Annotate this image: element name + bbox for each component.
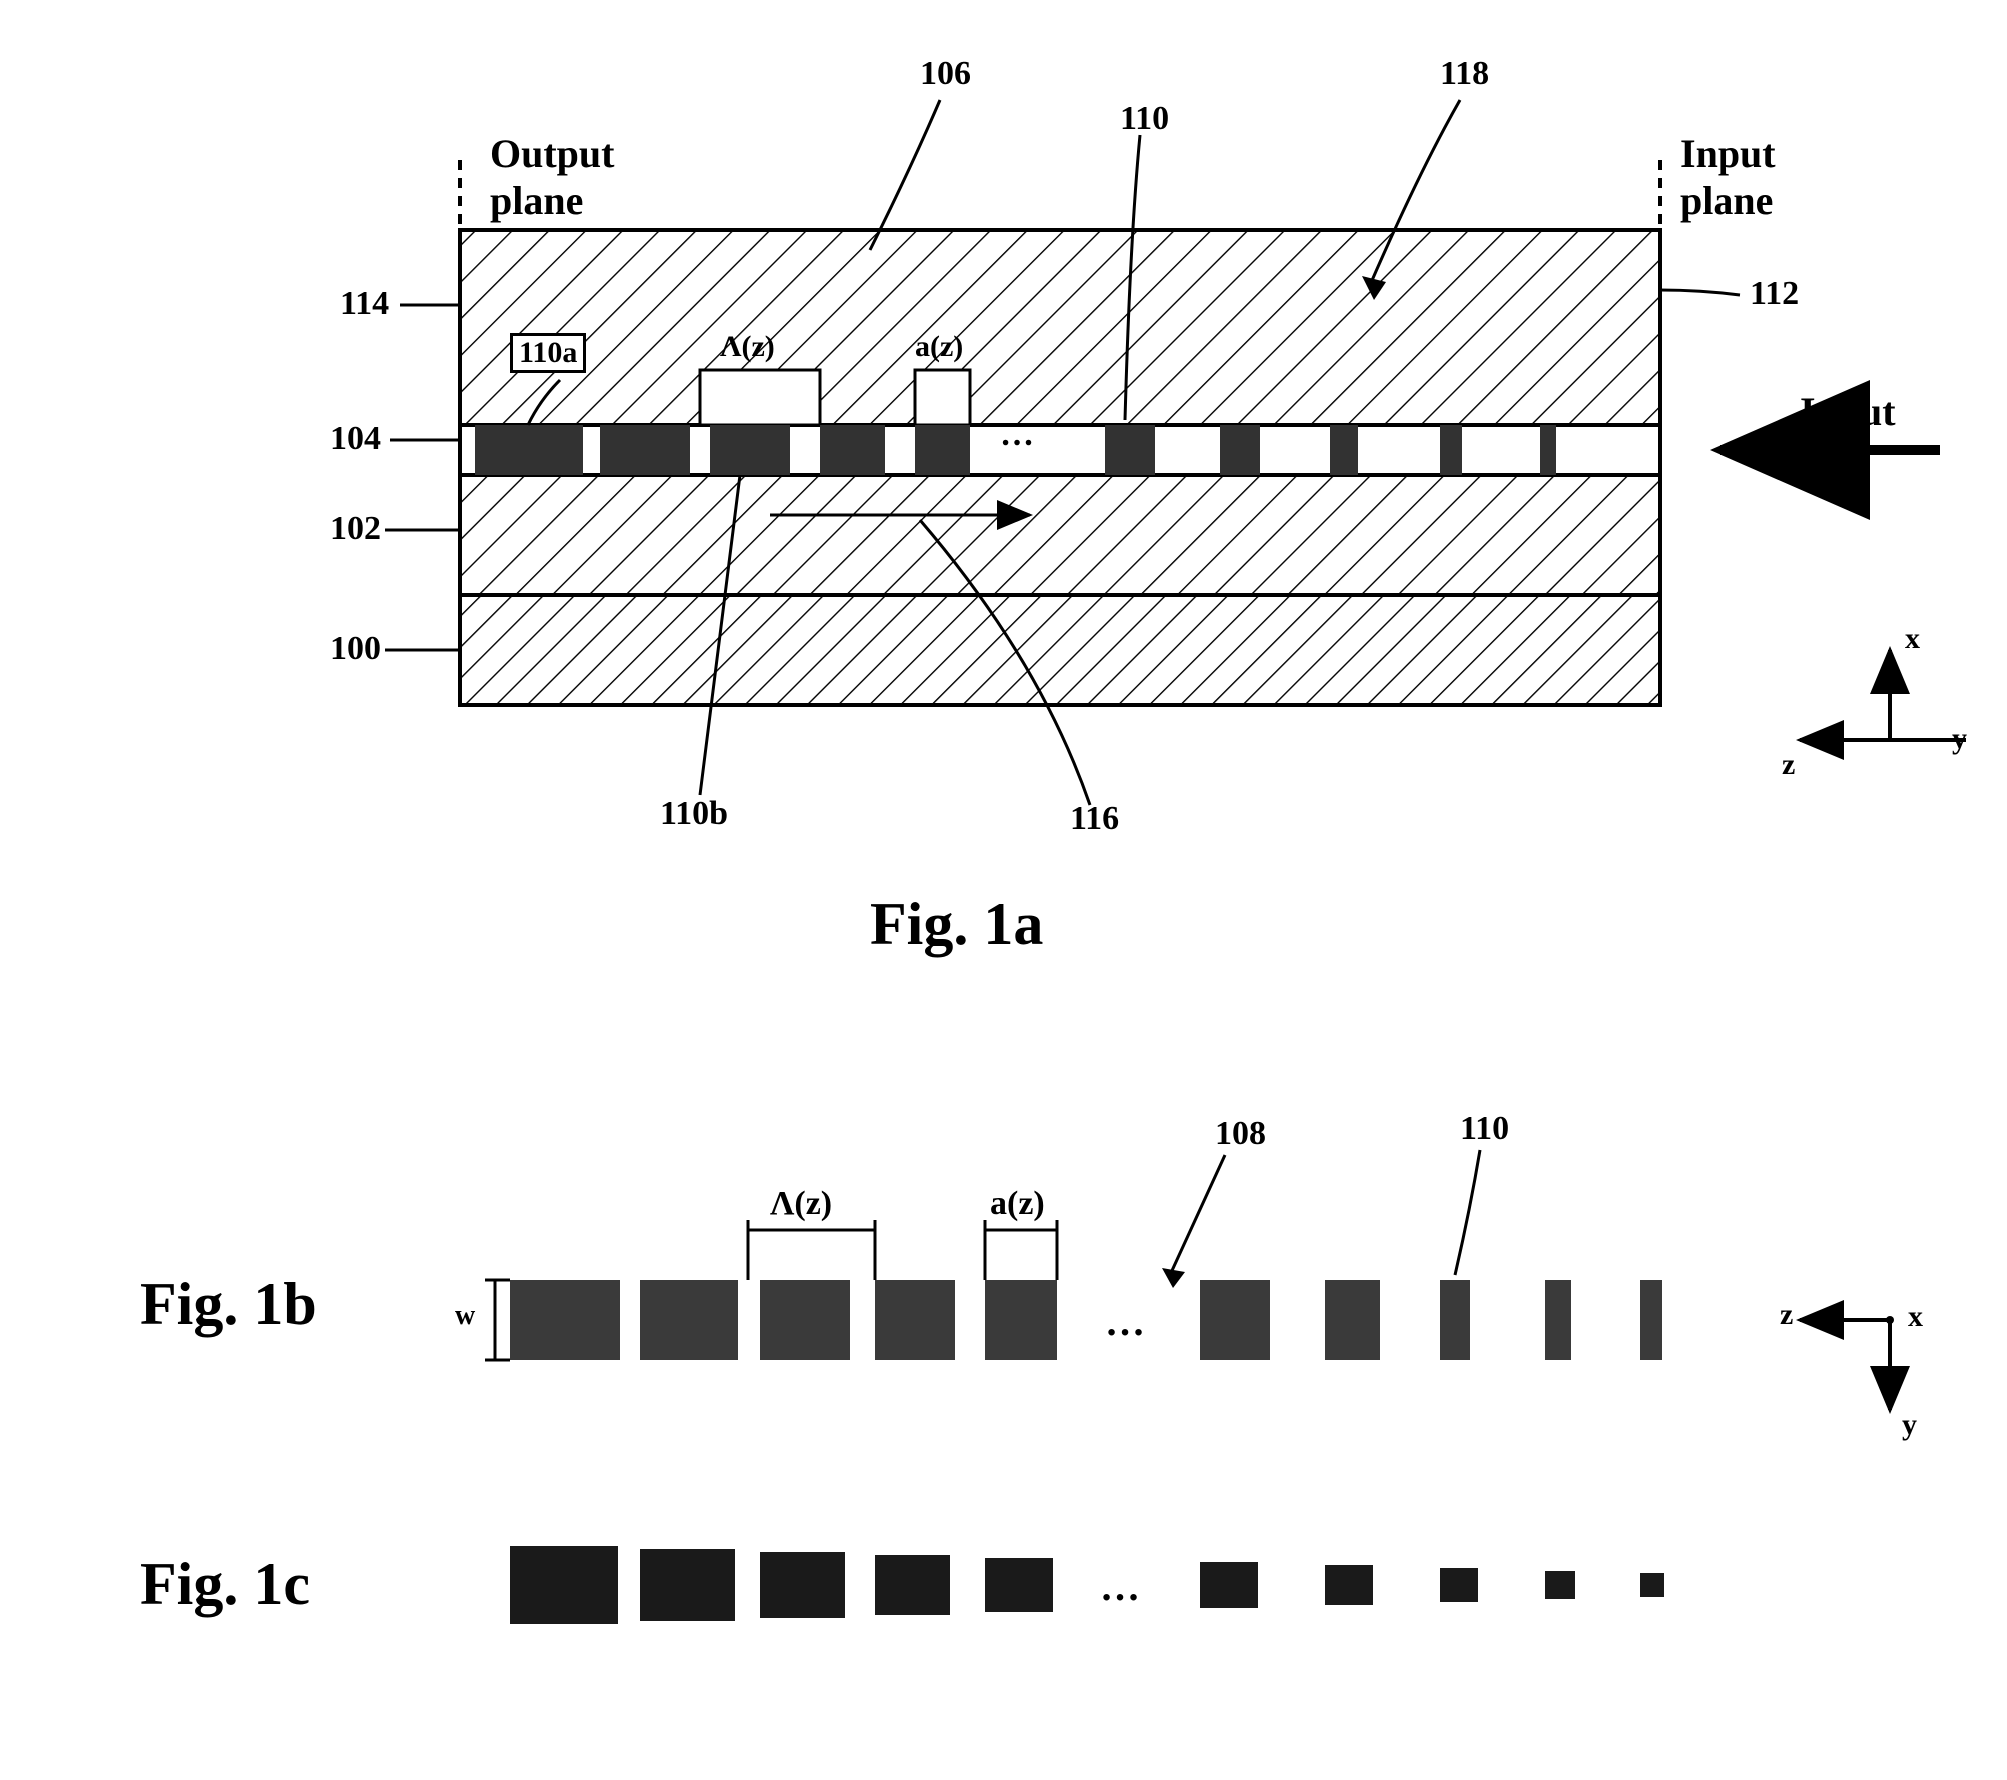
grating-element <box>640 1549 735 1621</box>
axis-z-1b: z <box>1780 1298 1793 1332</box>
fig-1c-svg: … <box>40 1510 2000 1710</box>
grating-element <box>1540 425 1556 475</box>
output-plane-label: Output plane <box>490 130 615 224</box>
grating-element <box>760 1280 850 1360</box>
fig-1a-title: Fig. 1a <box>870 890 1043 959</box>
grating-element <box>1545 1280 1571 1360</box>
axis-y-1a: y <box>1952 722 1967 756</box>
fig-1c-title: Fig. 1c <box>140 1550 310 1619</box>
ref-116: 116 <box>1070 800 1119 838</box>
grating-element <box>510 1546 618 1624</box>
ellipsis-1a: … <box>1000 416 1034 453</box>
a-z-1b: a(z) <box>990 1185 1045 1223</box>
upper-cladding <box>460 230 1660 425</box>
ref-110b: 110b <box>660 795 728 833</box>
lambda-z-1a: Λ(z) <box>720 330 775 364</box>
leader-106 <box>870 100 940 250</box>
ref-106: 106 <box>920 55 971 93</box>
grating-element <box>640 1280 738 1360</box>
ref-110-1b: 110 <box>1460 1110 1509 1148</box>
axis-x-1b: x <box>1908 1300 1923 1334</box>
grating-element <box>760 1552 845 1618</box>
axis-z-1a: z <box>1782 748 1795 782</box>
grating-element <box>1105 425 1155 475</box>
grating-element <box>1640 1280 1662 1360</box>
grating-element <box>985 1558 1053 1612</box>
patent-figure-set: … Output pl <box>40 40 1960 1740</box>
axis-x-1a: x <box>1905 622 1920 656</box>
a-z-box-1a <box>915 370 970 425</box>
ellipsis-1c: … <box>1100 1564 1140 1609</box>
fig-1b-title: Fig. 1b <box>140 1270 317 1339</box>
axes-1a <box>1800 650 1966 740</box>
grating-element <box>1330 425 1358 475</box>
grating-element <box>1200 1280 1270 1360</box>
lower-cladding-102 <box>460 475 1660 595</box>
grating-element <box>1325 1280 1380 1360</box>
ref-102: 102 <box>330 510 381 548</box>
leader-108 <box>1170 1155 1225 1275</box>
grating-element <box>875 1555 950 1615</box>
lambda-z-1b: Λ(z) <box>770 1185 832 1223</box>
lambda-z-box-1a <box>700 370 820 425</box>
ref-104: 104 <box>330 420 381 458</box>
grating-element <box>510 1280 620 1360</box>
ref-110: 110 <box>1120 100 1169 138</box>
grating-element <box>1440 425 1462 475</box>
ellipsis-1b: … <box>1105 1299 1145 1344</box>
ref-108: 108 <box>1215 1115 1266 1153</box>
grating-element <box>710 425 790 475</box>
w-label-1b: w <box>455 1300 475 1332</box>
ref-112: 112 <box>1750 275 1799 313</box>
fig-1b-svg: … <box>40 1100 2000 1500</box>
grating-element <box>1545 1571 1575 1599</box>
grating-element <box>985 1280 1057 1360</box>
input-label: Input <box>1800 388 1896 435</box>
grating-blocks-1c <box>510 1546 1664 1624</box>
grating-blocks-1b <box>510 1280 1662 1360</box>
ref-110a: 110a <box>510 333 586 373</box>
grating-element <box>600 425 690 475</box>
substrate-100 <box>460 595 1660 705</box>
grating-element <box>1220 425 1260 475</box>
grating-element <box>1440 1280 1470 1360</box>
ref-114: 114 <box>340 285 389 323</box>
a-z-1a: a(z) <box>915 330 963 364</box>
grating-element <box>1325 1565 1373 1605</box>
input-plane-label: Input plane <box>1680 130 1776 224</box>
ref-100: 100 <box>330 630 381 668</box>
grating-element <box>1640 1573 1664 1597</box>
grating-element <box>1440 1568 1478 1602</box>
grating-element <box>915 425 970 475</box>
grating-element <box>1200 1562 1258 1608</box>
axes-1b <box>1800 1316 1894 1410</box>
leader-112 <box>1660 290 1740 295</box>
leader-110b-fig <box>1455 1150 1480 1275</box>
grating-element <box>475 425 583 475</box>
grating-element <box>820 425 885 475</box>
grating-element <box>875 1280 955 1360</box>
ref-118: 118 <box>1440 55 1489 93</box>
axis-y-1b: y <box>1902 1408 1917 1442</box>
